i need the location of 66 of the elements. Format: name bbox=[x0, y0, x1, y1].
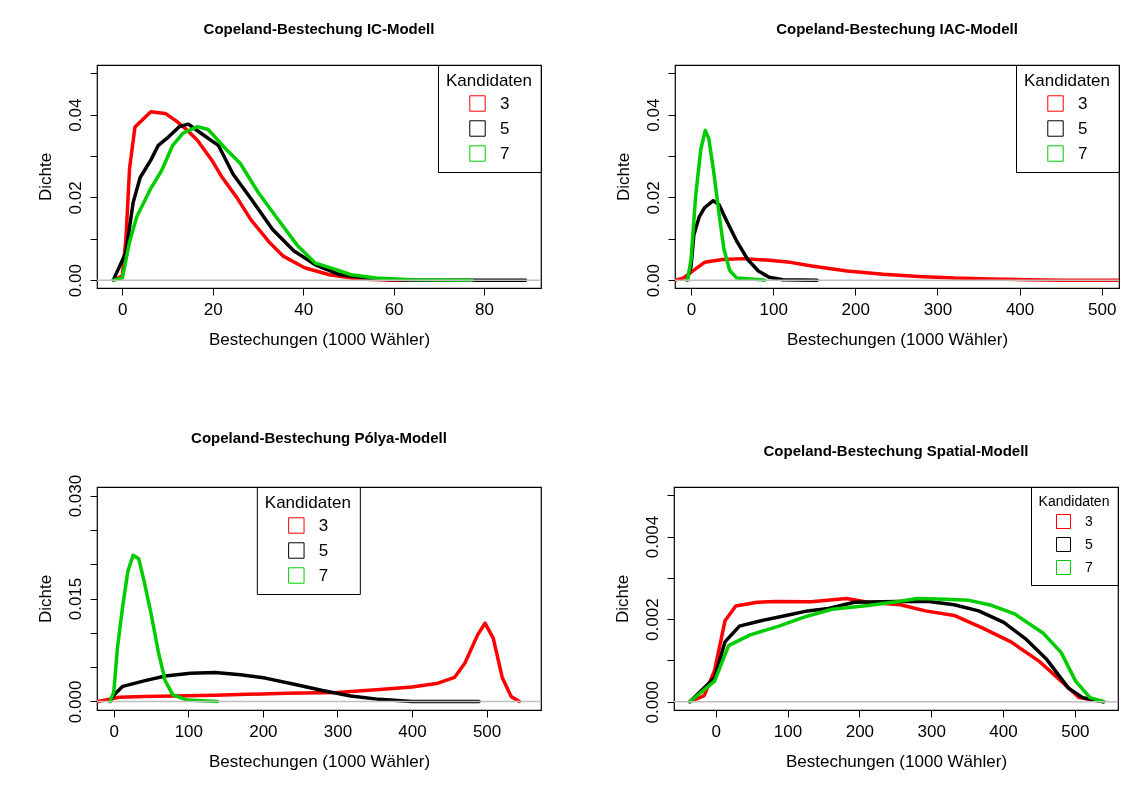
legend-label: 5 bbox=[500, 118, 510, 138]
x-tick-label: 20 bbox=[203, 299, 223, 319]
x-tick-label: 400 bbox=[989, 721, 1018, 741]
x-tick-label: 300 bbox=[323, 721, 353, 741]
x-tick-label: 0 bbox=[109, 721, 120, 741]
legend-title: Kandidaten bbox=[264, 493, 351, 512]
y-tick-label: 0.00 bbox=[65, 264, 85, 298]
x-tick-label: 400 bbox=[1005, 299, 1035, 319]
line-series bbox=[97, 621, 522, 704]
legend-label: 7 bbox=[1078, 143, 1088, 163]
x-tick-label: 100 bbox=[773, 721, 803, 741]
x-tick-label: 0 bbox=[711, 721, 721, 741]
y-tick-label: 0.015 bbox=[65, 577, 85, 621]
legend-label: 7 bbox=[500, 143, 510, 163]
legend-label: 5 bbox=[318, 540, 329, 560]
x-tick-label: 300 bbox=[917, 721, 946, 741]
x-tick-label: 200 bbox=[841, 299, 870, 319]
chart-title: Copeland-Bestechung Spatial-Modell bbox=[763, 441, 1029, 459]
x-tick-label: 100 bbox=[174, 721, 204, 741]
y-tick-label: 0.02 bbox=[65, 181, 85, 215]
x-tick-label: 100 bbox=[759, 299, 788, 319]
x-axis-title: Bestechungen (1000 Wähler) bbox=[786, 329, 1009, 349]
x-tick-label: 80 bbox=[475, 299, 494, 319]
legend-label: 5 bbox=[1085, 535, 1093, 552]
y-tick-label: 0.04 bbox=[643, 98, 663, 132]
x-tick-label: 60 bbox=[384, 299, 404, 319]
x-axis-title: Bestechungen (1000 Wähler) bbox=[208, 329, 431, 349]
y-tick-label: 0.000 bbox=[65, 680, 85, 724]
x-tick-label: 500 bbox=[1061, 721, 1090, 741]
x-tick-label: 500 bbox=[472, 721, 502, 741]
legend-label: 3 bbox=[1078, 93, 1088, 113]
chart-title: Copeland-Bestechung IAC-Modell bbox=[776, 19, 1018, 37]
x-tick-label: 0 bbox=[686, 299, 697, 319]
x-tick-label: 500 bbox=[1088, 299, 1117, 319]
y-tick-label: 0.002 bbox=[642, 598, 662, 641]
x-tick-label: 0 bbox=[118, 299, 128, 319]
y-axis-title: Dichte bbox=[612, 574, 632, 624]
x-tick-label: 300 bbox=[923, 299, 953, 319]
legend-title: Kandidaten bbox=[445, 71, 533, 90]
x-axis-title: Bestechungen (1000 Wähler) bbox=[208, 751, 431, 771]
y-axis-title: Dichte bbox=[613, 152, 633, 202]
line-series bbox=[685, 128, 767, 282]
chart-title: Copeland-Bestechung Pólya-Modell bbox=[191, 429, 447, 447]
legend-label: 7 bbox=[318, 565, 329, 585]
legend-label: 5 bbox=[1078, 118, 1088, 138]
y-tick-label: 0.04 bbox=[65, 98, 85, 132]
x-tick-label: 400 bbox=[398, 721, 427, 741]
y-axis-title: Dichte bbox=[35, 152, 55, 202]
y-tick-label: 0.00 bbox=[643, 264, 663, 298]
y-tick-label: 0.030 bbox=[65, 474, 85, 518]
chart-title: Copeland-Bestechung IC-Modell bbox=[203, 19, 435, 37]
legend-title: Kandidaten bbox=[1023, 71, 1111, 90]
line-series bbox=[108, 553, 220, 704]
x-tick-label: 200 bbox=[845, 721, 875, 741]
x-axis-title: Bestechungen (1000 Wähler) bbox=[785, 751, 1008, 771]
legend-label: 3 bbox=[1085, 512, 1093, 529]
legend-label: 3 bbox=[500, 93, 510, 113]
y-axis-title: Dichte bbox=[35, 574, 55, 624]
y-tick-label: 0.000 bbox=[642, 680, 662, 724]
y-tick-label: 0.02 bbox=[643, 181, 663, 215]
legend-label: 3 bbox=[318, 515, 329, 535]
legend-label: 7 bbox=[1085, 558, 1093, 575]
legend-title: Kandidaten bbox=[1038, 493, 1110, 509]
x-tick-label: 40 bbox=[294, 299, 314, 319]
y-tick-label: 0.004 bbox=[642, 515, 662, 559]
x-tick-label: 200 bbox=[249, 721, 278, 741]
